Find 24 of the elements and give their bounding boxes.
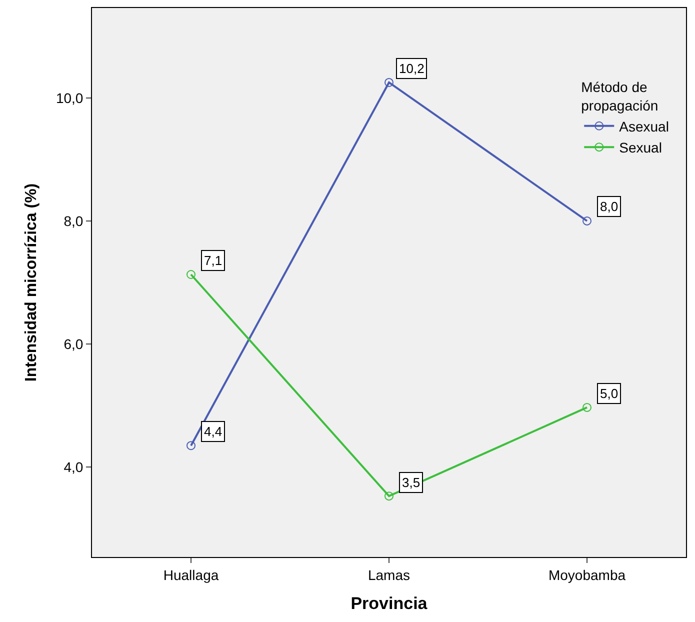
legend-label: Asexual — [619, 118, 669, 134]
y-tick-label: 6,0 — [64, 336, 84, 352]
y-axis-title: Intensidad micorrízica (%) — [22, 183, 40, 382]
data-label: 7,1 — [204, 253, 222, 268]
point — [384, 492, 394, 501]
data-label: 8,0 — [600, 199, 618, 214]
x-axis-title: Provincia — [350, 594, 428, 614]
x-tick-label: Lamas — [368, 566, 410, 583]
data-label: 5,0 — [600, 386, 618, 401]
y-tick-label: 8,0 — [64, 212, 84, 229]
point — [186, 270, 196, 279]
point — [186, 441, 196, 450]
point — [582, 216, 592, 226]
data-label: 4,4 — [204, 424, 222, 439]
legend-label: Sexual — [619, 140, 662, 156]
x-tick-label: Moyobamba — [548, 566, 626, 583]
legend-title: Método de propagación — [581, 79, 658, 114]
data-label: 10,2 — [399, 61, 424, 76]
data-label: 3,5 — [402, 475, 420, 490]
x-tick-label: Huallaga — [163, 566, 219, 583]
y-tick-label: 10,0 — [56, 90, 84, 106]
point — [582, 402, 592, 412]
y-tick-label: 4,0 — [64, 459, 84, 476]
point — [384, 78, 394, 87]
